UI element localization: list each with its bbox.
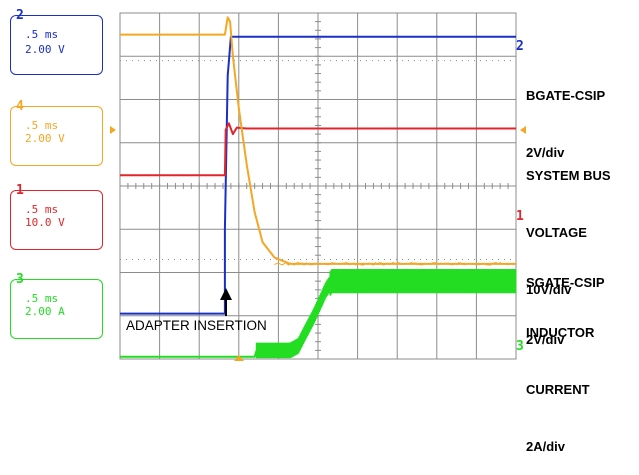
channel-4-number: 4: [16, 100, 24, 113]
channel-3-number: 3: [16, 273, 24, 286]
channel-1-scale: 10.0 V: [25, 216, 65, 229]
label-inductor-line-2: CURRENT: [526, 380, 594, 399]
label-inductor-line-1: INDUCTOR: [526, 323, 594, 342]
channel-4-scale: 2.00 V: [25, 132, 65, 145]
channel-4-readout: .5 ms 2.00 V: [10, 106, 103, 166]
right-channel-1-number: 1: [516, 210, 524, 223]
channel-2-readout: .5 ms 2.00 V: [10, 15, 103, 75]
right-channel-2-number: 2: [516, 40, 524, 53]
channel-2-number: 2: [16, 9, 24, 22]
channel-2-timebase: .5 ms: [25, 28, 58, 41]
channel-4-ground-marker: [110, 126, 116, 134]
channel-1-readout: .5 ms 10.0 V: [10, 190, 103, 250]
label-bgate-line-1: BGATE-CSIP: [526, 86, 605, 105]
channel-1-number: 1: [16, 184, 24, 197]
channel-1-timebase: .5 ms: [25, 203, 58, 216]
label-inductor-line-3: 2A/div: [526, 437, 594, 456]
adapter-insertion-annotation: ADAPTER INSERTION: [126, 318, 267, 333]
channel-3-scale: 2.00 A: [25, 305, 65, 318]
right-channel-3-number: 3: [516, 340, 524, 353]
label-system-bus-line-1: SYSTEM BUS: [526, 166, 611, 185]
channel-4-timebase: .5 ms: [25, 119, 58, 132]
label-inductor-current: INDUCTOR CURRENT 2A/div: [526, 285, 594, 475]
annotation-arrow-head: [220, 288, 232, 300]
channel-3-timebase: .5 ms: [25, 292, 58, 305]
channel-3-readout: .5 ms 2.00 A: [10, 279, 103, 339]
channel-2-scale: 2.00 V: [25, 43, 65, 56]
